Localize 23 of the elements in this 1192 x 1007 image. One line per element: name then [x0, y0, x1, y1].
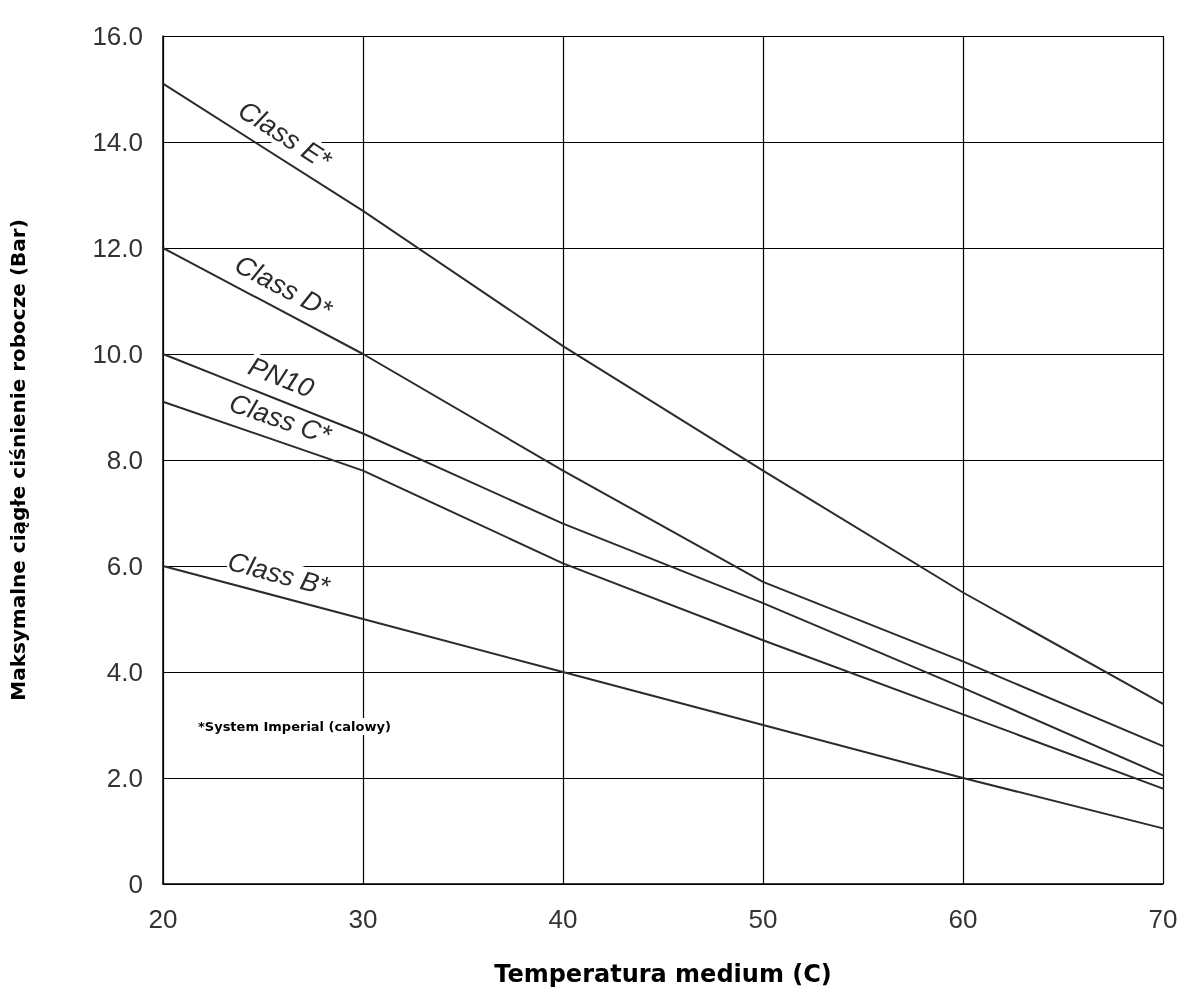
x-tick-label: 30	[348, 904, 378, 934]
x-tick-label: 40	[548, 904, 578, 934]
x-axis-title: Temperatura medium (C)	[494, 960, 832, 988]
y-tick-label: 0	[128, 869, 143, 899]
y-tick-label: 4.0	[106, 657, 143, 687]
y-tick-label: 8.0	[106, 445, 143, 475]
annotation: *System Imperial (calowy)	[198, 719, 391, 734]
y-tick-label: 6.0	[106, 551, 143, 581]
line-series	[162, 247, 1164, 748]
x-tick-label: 70	[1148, 904, 1178, 934]
y-tick-label: 14.0	[92, 127, 143, 157]
x-tick-label: 50	[748, 904, 778, 934]
x-tick-label: 20	[148, 904, 178, 934]
line-series	[162, 82, 1164, 705]
y-axis-title: Maksymalne ciągłe ciśnienie robocze (Bar)	[6, 219, 30, 701]
text: Class B*	[224, 546, 334, 603]
x-tick-label: 60	[948, 904, 978, 934]
y-tick-label: 16.0	[92, 21, 143, 51]
y-tick-label: 10.0	[92, 339, 143, 369]
text: Class E*	[233, 94, 338, 177]
y-tick-label: 2.0	[106, 763, 143, 793]
text: Class D*	[229, 249, 339, 326]
y-tick-label: 12.0	[92, 233, 143, 263]
